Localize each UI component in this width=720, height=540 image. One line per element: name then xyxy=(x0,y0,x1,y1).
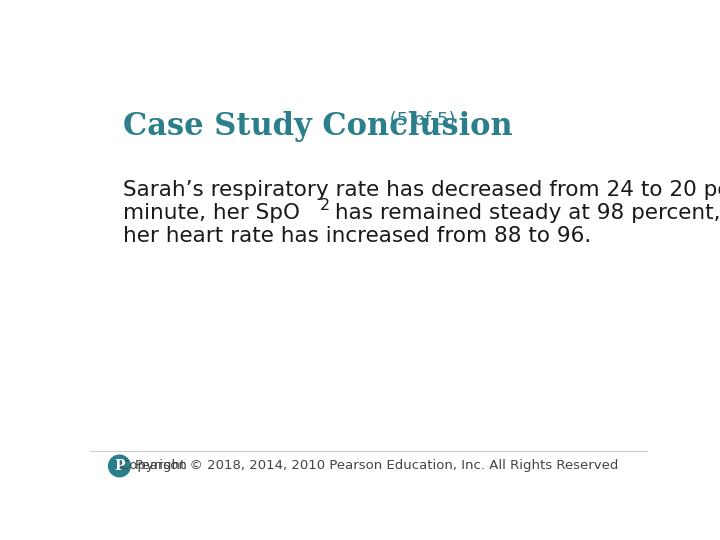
Text: minute, her SpO: minute, her SpO xyxy=(122,204,300,224)
Text: 2: 2 xyxy=(320,198,330,213)
Text: has remained steady at 98 percent, and: has remained steady at 98 percent, and xyxy=(328,204,720,224)
Text: Sarah’s respiratory rate has decreased from 24 to 20 per: Sarah’s respiratory rate has decreased f… xyxy=(122,180,720,200)
Text: her heart rate has increased from 88 to 96.: her heart rate has increased from 88 to … xyxy=(122,226,591,246)
Text: (5 of 5): (5 of 5) xyxy=(384,111,456,129)
Text: Copyright © 2018, 2014, 2010 Pearson Education, Inc. All Rights Reserved: Copyright © 2018, 2014, 2010 Pearson Edu… xyxy=(120,460,618,472)
Circle shape xyxy=(109,455,130,477)
Text: P: P xyxy=(114,459,125,473)
Text: Pearson: Pearson xyxy=(135,460,188,472)
Text: Case Study Conclusion: Case Study Conclusion xyxy=(122,111,513,142)
